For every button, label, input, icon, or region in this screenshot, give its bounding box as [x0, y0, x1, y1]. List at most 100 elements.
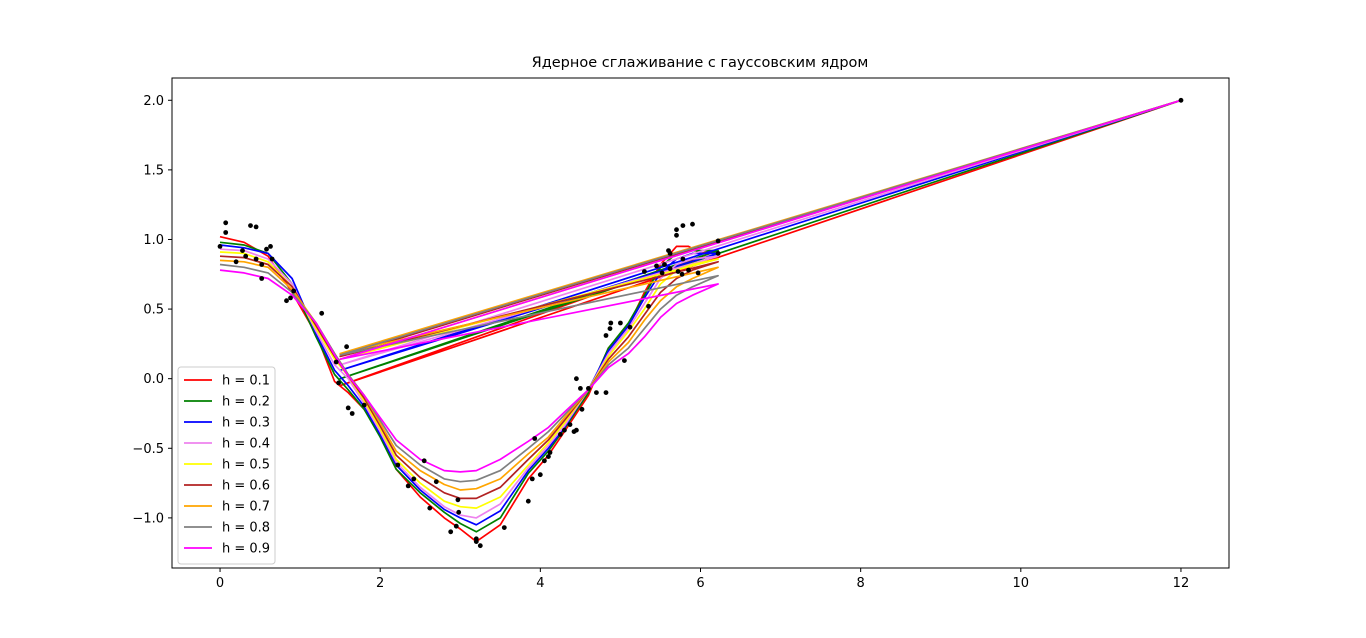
scatter-point — [477, 543, 483, 549]
scatter-point — [608, 320, 614, 326]
legend-box — [177, 366, 276, 565]
scatter-point — [562, 427, 567, 433]
y-tick-label: 1.5 — [143, 163, 164, 178]
scatter-point — [253, 256, 259, 262]
x-tick-label: 0 — [216, 576, 224, 591]
scatter-point — [603, 390, 609, 395]
scatter-point — [333, 359, 339, 365]
legend-label: h = 0.1 — [222, 374, 270, 389]
legend-label: h = 0.5 — [222, 458, 270, 473]
scatter-point — [240, 248, 245, 254]
scatter-point — [361, 402, 367, 408]
scatter-point — [642, 269, 647, 274]
series-line-5 — [219, 99, 1182, 509]
y-tick-label: 1.0 — [143, 233, 164, 248]
scatter-point — [622, 358, 627, 363]
scatter-point — [259, 276, 265, 281]
legend-label: h = 0.7 — [222, 500, 270, 515]
series-line-3 — [219, 99, 1182, 526]
x-tick-label: 6 — [696, 576, 704, 591]
x-axis: 0 2 4 6 8 10 12 — [216, 568, 1189, 591]
scatter-point — [268, 244, 273, 249]
scatter-point — [603, 333, 609, 338]
scatter-point — [680, 223, 686, 229]
scatter-point — [345, 405, 351, 411]
scatter-point — [667, 266, 673, 272]
scatter-point — [659, 270, 665, 276]
scatter-point — [674, 232, 679, 238]
scatter-point — [269, 256, 275, 262]
scatter-point — [395, 462, 401, 468]
series-line-9 — [219, 99, 1182, 473]
scatter-point — [567, 422, 573, 427]
scatter-point — [473, 539, 479, 544]
plot-area — [171, 77, 1230, 569]
scatter-point — [654, 263, 659, 269]
scatter-point — [525, 498, 531, 504]
scatter-point — [264, 246, 269, 252]
scatter-point — [248, 223, 253, 229]
x-tick-label: 4 — [536, 576, 544, 591]
scatter-point — [453, 523, 459, 529]
series-layer — [219, 99, 1182, 543]
scatter-point — [680, 256, 686, 262]
legend: h = 0.1 h = 0.2 h = 0.3 h = 0.4 h = 0.5 h = 0… — [177, 366, 276, 565]
scatter-point — [547, 450, 553, 455]
scatter-point — [427, 505, 433, 511]
scatter-point — [223, 220, 229, 226]
scatter-point — [448, 529, 454, 535]
legend-label: h = 0.9 — [222, 542, 270, 557]
x-tick-label: 10 — [1013, 576, 1030, 591]
scatter-point — [217, 244, 223, 249]
scatter-point — [675, 269, 681, 274]
scatter-point — [715, 238, 721, 244]
legend-label: h = 0.6 — [222, 479, 270, 494]
scatter-point — [411, 476, 417, 482]
scatter-point — [715, 251, 721, 256]
scatter-point — [1178, 97, 1184, 103]
scatter-point — [686, 267, 691, 273]
y-tick-label: 0.0 — [143, 372, 164, 387]
y-tick-label: 2.0 — [143, 94, 164, 109]
x-tick-label: 8 — [857, 576, 865, 591]
scatter-point — [674, 227, 679, 233]
legend-label: h = 0.3 — [222, 416, 270, 431]
scatter-point — [594, 390, 599, 395]
scatter-point — [532, 436, 538, 441]
chart-title: Ядерное сглаживание с гауссовским ядром — [532, 55, 869, 71]
scatter-point — [529, 476, 535, 482]
scatter-point — [291, 288, 297, 294]
scatter-point — [558, 432, 563, 437]
scatter-point — [259, 262, 265, 267]
scatter-point — [578, 386, 583, 391]
x-tick-label: 12 — [1173, 576, 1190, 591]
scatter-point — [433, 479, 439, 485]
scatter-point — [405, 483, 411, 489]
scatter-point — [223, 230, 229, 235]
y-tick-label: 0.5 — [143, 303, 164, 318]
y-tick-label: −0.5 — [132, 442, 164, 457]
scatter-point — [456, 509, 462, 515]
legend-label: h = 0.8 — [222, 521, 270, 536]
scatter-point — [344, 344, 349, 350]
scatter-point — [501, 525, 507, 530]
scatter-point — [319, 310, 325, 316]
scatter-point — [421, 458, 427, 464]
y-axis: 2.0 1.5 1.0 0.5 0.0 −0.5 −1.0 — [132, 94, 172, 526]
y-tick-label: −1.0 — [132, 511, 164, 526]
scatter-point — [349, 411, 355, 416]
scatter-point — [579, 406, 585, 412]
scatter-layer — [217, 97, 1184, 549]
scatter-point — [542, 458, 547, 464]
scatter-point — [679, 271, 685, 277]
scatter-point — [695, 270, 701, 276]
legend-label: h = 0.4 — [222, 437, 270, 452]
scatter-point — [253, 224, 259, 230]
scatter-point — [288, 295, 293, 301]
scatter-point — [574, 427, 579, 433]
scatter-point — [284, 298, 289, 304]
scatter-point — [646, 303, 651, 309]
scatter-point — [537, 472, 543, 478]
scatter-point — [607, 326, 613, 331]
